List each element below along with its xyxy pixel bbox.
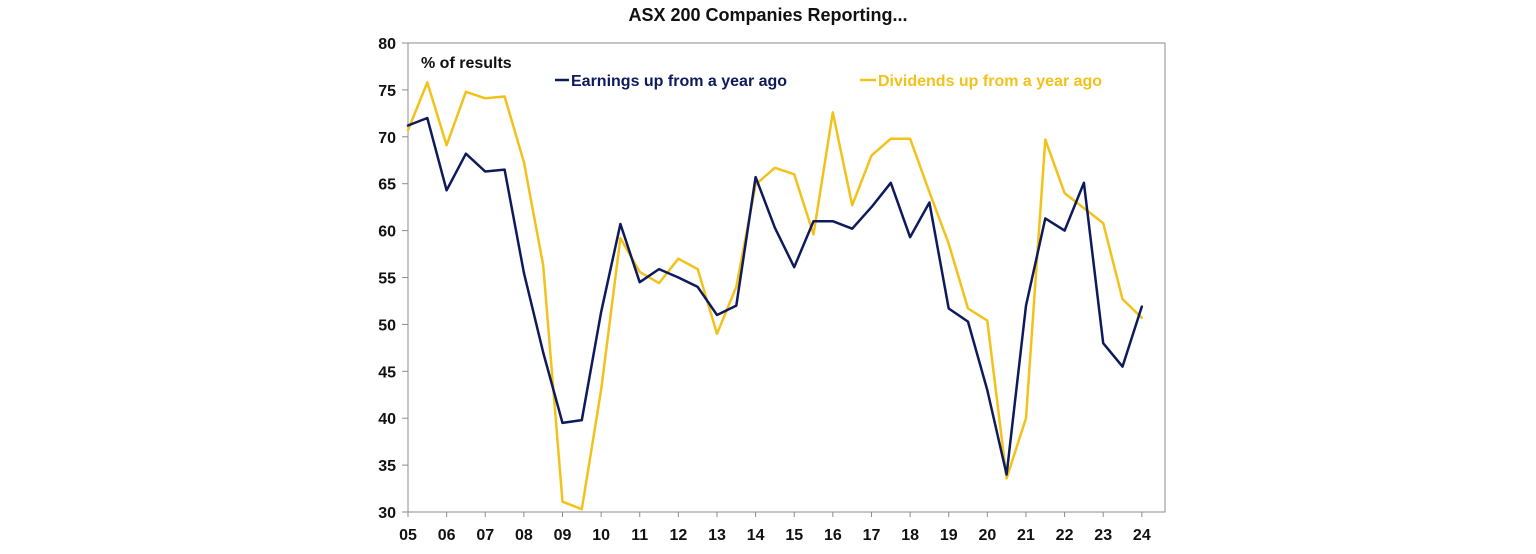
y-tick-label: 30 (378, 505, 396, 522)
x-tick-label: 21 (1017, 527, 1035, 544)
y-tick-label: 45 (378, 364, 396, 381)
series-layer (406, 81, 1144, 511)
x-tick-label: 08 (515, 527, 533, 544)
series-line-earnings (406, 116, 1144, 476)
y-tick-label: 35 (378, 458, 396, 475)
x-tick-label: 10 (592, 527, 610, 544)
x-tick-label: 24 (1133, 527, 1151, 544)
x-tick-label: 07 (476, 527, 494, 544)
x-tick-label: 17 (863, 527, 881, 544)
chart-title: ASX 200 Companies Reporting... (628, 5, 907, 25)
x-tick-label: 05 (399, 527, 417, 544)
y-tick-label: 75 (378, 83, 396, 100)
y-axis: 30 35 40 45 50 55 60 65 70 75 80 (378, 36, 408, 522)
y-tick-label: 65 (378, 177, 396, 194)
x-tick-label: 06 (438, 527, 456, 544)
y-tick-label: 55 (378, 271, 396, 288)
y-tick-label: 80 (378, 36, 396, 53)
x-tick-label: 14 (747, 527, 765, 544)
x-tick-label: 19 (940, 527, 958, 544)
x-tick-label: 16 (824, 527, 842, 544)
x-tick-label: 13 (708, 527, 726, 544)
plot-area-frame (407, 42, 1166, 513)
x-tick-label: 09 (554, 527, 572, 544)
y-tick-label: 70 (378, 130, 396, 147)
y-tick-label: 60 (378, 224, 396, 241)
series-line-dividends (406, 81, 1144, 511)
x-tick-label: 20 (978, 527, 996, 544)
y-tick-label: 50 (378, 317, 396, 334)
legend-label-earnings: Earnings up from a year ago (571, 73, 787, 90)
x-tick-label: 22 (1056, 527, 1074, 544)
x-tick-label: 23 (1094, 527, 1112, 544)
unit-label: % of results (421, 55, 512, 72)
x-tick-label: 11 (631, 527, 648, 544)
y-tick-label: 40 (378, 411, 396, 428)
x-axis: 05 06 07 08 09 10 11 12 13 14 15 16 17 18 19 20 21 22 23 24 (399, 512, 1151, 544)
x-tick-label: 12 (669, 527, 687, 544)
legend-label-dividends: Dividends up from a year ago (878, 73, 1102, 90)
x-tick-label: 18 (901, 527, 919, 544)
x-tick-label: 15 (785, 527, 803, 544)
legend: Earnings up from a year ago Dividends up… (555, 73, 1102, 90)
